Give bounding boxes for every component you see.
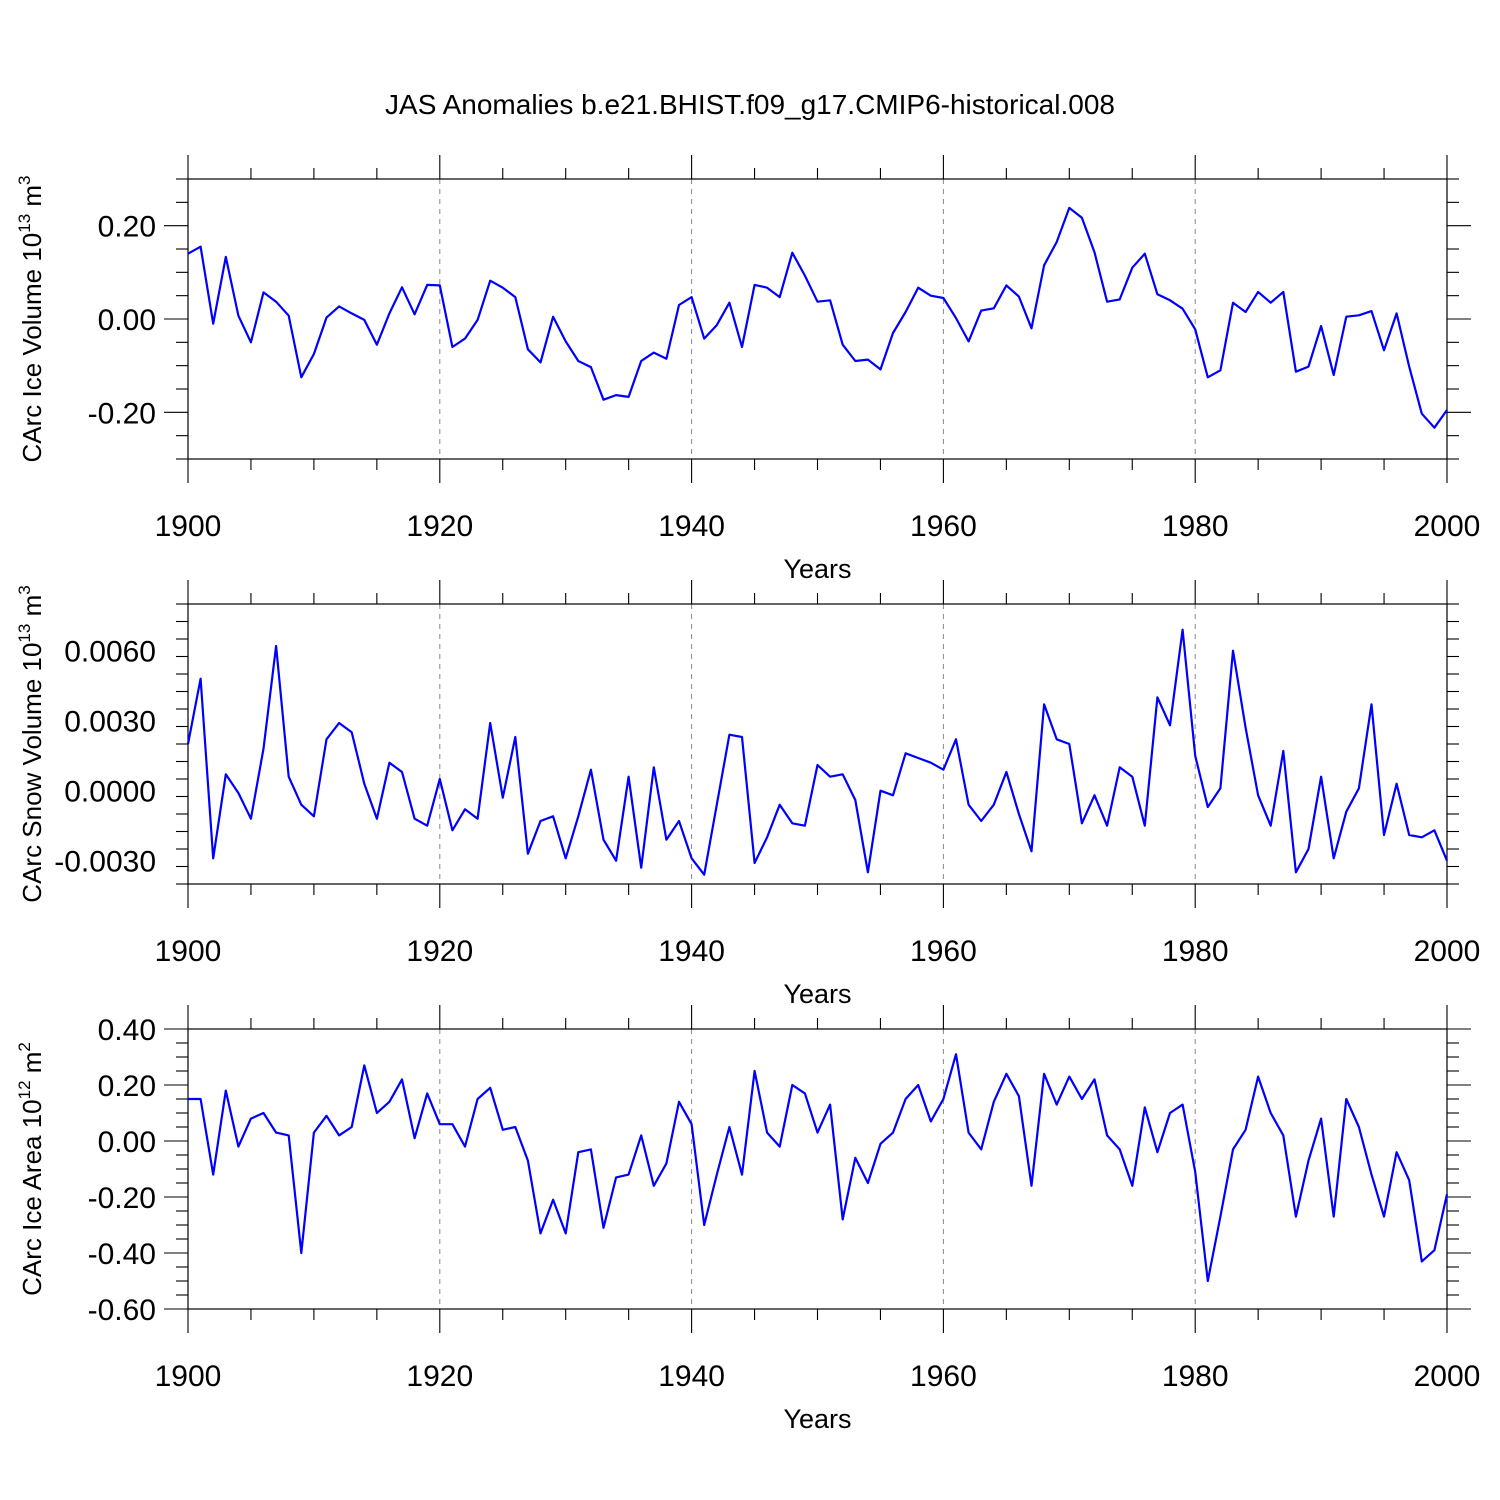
y-axis-title-ylabel-unit-exp: 3 bbox=[15, 585, 34, 594]
panels: -0.20 0.00 0.20 1900 1920 1940 1960 1980 2000 Yea… bbox=[15, 155, 1480, 1434]
y-tick-label: 0.00 bbox=[98, 304, 156, 337]
series-line bbox=[188, 1053, 1449, 1283]
y-axis-title-ylabel-unit-exp: 2 bbox=[15, 1042, 34, 1051]
x-tick-label-2000: 2000 bbox=[1414, 935, 1481, 968]
x-tick-label-1920: 1920 bbox=[406, 1360, 473, 1393]
y-axis-title-ylabel-unit-exp: 3 bbox=[15, 175, 34, 184]
y-tick-label: 0.0000 bbox=[64, 776, 156, 809]
y-axis-title-ylabel-exp: 12 bbox=[15, 1080, 34, 1099]
y-tick-label: 0.0030 bbox=[64, 706, 156, 739]
y-tick-label: 0.0060 bbox=[64, 636, 156, 669]
y-tick-label: -0.0030 bbox=[54, 846, 156, 879]
x-tick-label-1940: 1940 bbox=[658, 510, 725, 543]
x-tick-label-1980: 1980 bbox=[1162, 510, 1229, 543]
x-tick-label-1900: 1900 bbox=[155, 935, 222, 968]
y-axis-title-ylabel-exp: 13 bbox=[15, 214, 34, 233]
chart-panel-2: -0.0030 0.0000 0.0030 0.0060 1900 1920 1940 196… bbox=[15, 580, 1480, 1009]
x-tick-label-1900: 1900 bbox=[155, 1360, 222, 1393]
y-axis-title-ylabel-unit: m bbox=[17, 185, 47, 214]
x-tick-label-1940: 1940 bbox=[658, 1360, 725, 1393]
chart-panel-3: -0.60 -0.40 -0.20 0.00 0.20 0.40 1900 1920 1940 1… bbox=[15, 1005, 1480, 1434]
x-tick-label-1920: 1920 bbox=[406, 510, 473, 543]
y-axis-title: CArc Ice Area 1012 m2 bbox=[15, 1042, 47, 1296]
y-axis-title-ylabel-exp: 13 bbox=[15, 624, 34, 643]
y-axis-title-ylabel-unit: m bbox=[17, 1052, 47, 1081]
y-axis-title-ylabel-unit: m bbox=[17, 595, 47, 624]
y-tick-label: -0.20 bbox=[88, 1182, 156, 1215]
y-axis-title-ylabel-prefix: CArc Ice Volume 10 bbox=[17, 233, 47, 463]
y-tick-label: -0.60 bbox=[88, 1294, 156, 1327]
x-tick-label-1980: 1980 bbox=[1162, 935, 1229, 968]
x-tick-label-1920: 1920 bbox=[406, 935, 473, 968]
x-tick-label-1960: 1960 bbox=[910, 510, 977, 543]
y-tick-label: -0.40 bbox=[88, 1238, 156, 1271]
x-tick-label-1960: 1960 bbox=[910, 935, 977, 968]
plot-frame bbox=[187, 603, 1448, 885]
x-tick-label-1900: 1900 bbox=[155, 510, 222, 543]
y-tick-label: 0.00 bbox=[98, 1126, 156, 1159]
figure-title: JAS Anomalies b.e21.BHIST.f09_g17.CMIP6-… bbox=[385, 89, 1115, 120]
x-axis-title: Years bbox=[783, 1404, 851, 1434]
y-axis-title-ylabel-prefix: CArc Ice Area 10 bbox=[17, 1099, 47, 1296]
series-line bbox=[186, 628, 1449, 876]
y-tick-label: 0.40 bbox=[98, 1014, 156, 1047]
y-axis-title-ylabel-prefix: CArc Snow Volume 10 bbox=[17, 643, 47, 903]
plot-frame bbox=[187, 178, 1448, 460]
chart-panel-1: -0.20 0.00 0.20 1900 1920 1940 1960 1980 2000 Yea… bbox=[15, 155, 1480, 584]
y-tick-label: 0.20 bbox=[98, 211, 156, 244]
y-tick-label: 0.20 bbox=[98, 1070, 156, 1103]
x-tick-label-2000: 2000 bbox=[1414, 510, 1481, 543]
plot-frame bbox=[187, 1028, 1448, 1310]
x-tick-label-2000: 2000 bbox=[1414, 1360, 1481, 1393]
y-tick-label: -0.20 bbox=[88, 397, 156, 430]
y-axis-title: CArc Ice Volume 1013 m3 bbox=[15, 175, 47, 462]
x-tick-label-1980: 1980 bbox=[1162, 1360, 1229, 1393]
series-line bbox=[187, 206, 1448, 429]
y-axis-title: CArc Snow Volume 1013 m3 bbox=[15, 585, 47, 902]
x-tick-label-1960: 1960 bbox=[910, 1360, 977, 1393]
x-axis-title: Years bbox=[783, 554, 851, 584]
x-tick-label-1940: 1940 bbox=[658, 935, 725, 968]
x-axis-title: Years bbox=[783, 979, 851, 1009]
